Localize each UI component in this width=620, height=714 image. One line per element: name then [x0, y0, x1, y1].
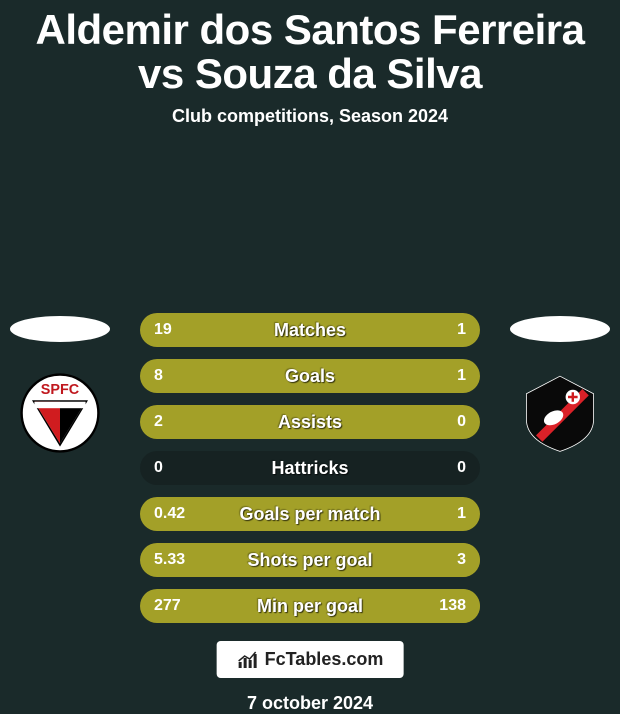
value-left: 277: [154, 589, 181, 623]
bar-left: [140, 405, 480, 439]
bar-right: [188, 497, 480, 531]
page-title: Aldemir dos Santos Ferreira vs Souza da …: [0, 0, 620, 96]
sao-paulo-crest-icon: SPFC: [20, 373, 100, 453]
value-left: 19: [154, 313, 172, 347]
bar-right: [405, 313, 480, 347]
value-right: 1: [457, 359, 466, 393]
player-right-name-bubble: [510, 316, 610, 342]
player-left-name-bubble: [10, 316, 110, 342]
stat-label: Hattricks: [140, 451, 480, 485]
stat-row-shots-per-goal: 5.333Shots per goal: [140, 543, 480, 577]
value-left: 0: [154, 451, 163, 485]
stat-row-goals-per-match: 0.421Goals per match: [140, 497, 480, 531]
value-left: 2: [154, 405, 163, 439]
stat-row-goals: 81Goals: [140, 359, 480, 393]
bar-right: [320, 543, 480, 577]
value-left: 5.33: [154, 543, 185, 577]
brand-badge: FcTables.com: [217, 641, 404, 678]
stat-row-matches: 191Matches: [140, 313, 480, 347]
player-left-crest: SPFC: [20, 373, 100, 453]
chart-icon: [237, 650, 259, 670]
stat-row-assists: 20Assists: [140, 405, 480, 439]
value-right: 0: [457, 451, 466, 485]
value-right: 138: [439, 589, 466, 623]
bar-left: [140, 359, 398, 393]
bar-right: [398, 359, 480, 393]
vasco-crest-icon: [520, 373, 600, 453]
bar-left: [140, 313, 405, 347]
value-left: 0.42: [154, 497, 185, 531]
stat-row-min-per-goal: 277138Min per goal: [140, 589, 480, 623]
value-right: 3: [457, 543, 466, 577]
value-right: 1: [457, 497, 466, 531]
value-left: 8: [154, 359, 163, 393]
footer-date: 7 october 2024: [247, 693, 373, 714]
svg-text:SPFC: SPFC: [41, 382, 79, 398]
value-right: 0: [457, 405, 466, 439]
brand-text: FcTables.com: [265, 649, 384, 670]
stat-row-hattricks: 0 0Hattricks: [140, 451, 480, 485]
stat-bars: 191Matches81Goals20Assists00Hattricks0.4…: [140, 313, 480, 635]
value-right: 1: [457, 313, 466, 347]
subtitle: Club competitions, Season 2024: [0, 106, 620, 127]
player-right-crest: [520, 373, 600, 453]
